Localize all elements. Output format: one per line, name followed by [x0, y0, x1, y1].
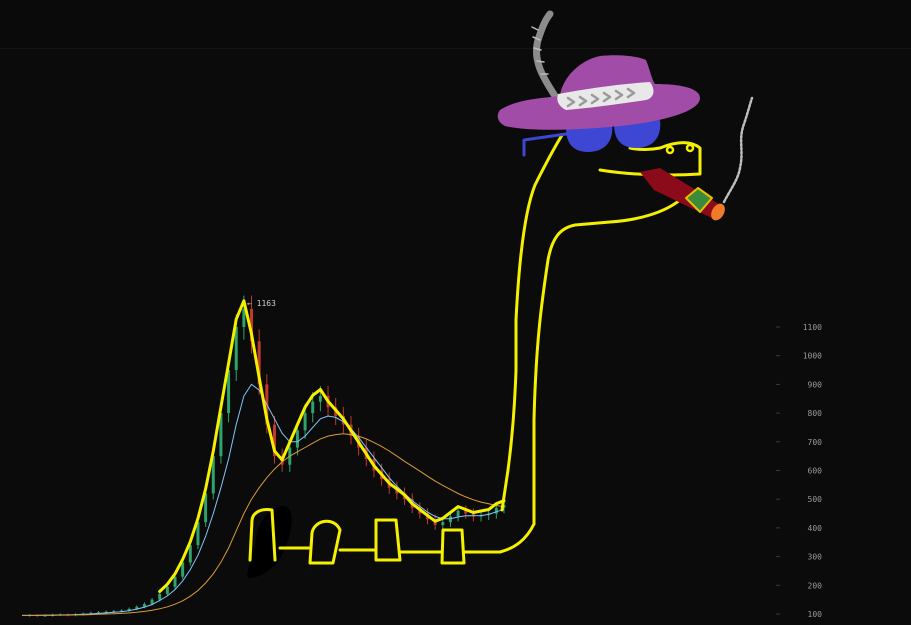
- candle-body: [494, 507, 498, 514]
- candle-body: [181, 562, 185, 577]
- dino-leg-icon: [440, 528, 466, 565]
- candle-body: [119, 610, 123, 612]
- candle-body: [250, 308, 254, 342]
- candle-body: [456, 510, 460, 517]
- candle-body: [311, 401, 315, 414]
- candle-body: [89, 612, 93, 614]
- y-tick-label: 900: [808, 380, 823, 389]
- y-tick-label: 500: [808, 495, 823, 504]
- y-tick-label: 300: [808, 553, 823, 562]
- candle-body: [165, 586, 169, 594]
- y-tick-label: 100: [808, 610, 823, 619]
- peak-label: ← 1163: [247, 299, 276, 308]
- candle-body: [303, 413, 307, 431]
- dino-neck-icon: [500, 133, 564, 512]
- candle-body: [295, 430, 299, 448]
- candle-body: [43, 615, 47, 617]
- candle-body: [318, 395, 322, 402]
- candle-body: [173, 576, 177, 587]
- feather-icon: [533, 10, 559, 100]
- hat-band-pattern-icon: [566, 87, 636, 108]
- candle-body: [227, 370, 231, 414]
- candle-body: [234, 327, 238, 371]
- ink-blob-icon: [247, 505, 292, 579]
- dino-belly-icon: [278, 522, 536, 554]
- candle-body: [257, 341, 261, 385]
- smoke-icon: [722, 96, 754, 204]
- candle-body: [188, 545, 192, 563]
- candle-body: [158, 593, 162, 600]
- dino-leg-icon: [374, 518, 402, 562]
- glasses-arm-icon: [522, 132, 568, 157]
- y-tick-label: 800: [808, 409, 823, 418]
- y-tick-label: 700: [808, 438, 823, 447]
- candle-body: [471, 513, 475, 517]
- peak-annotation: ← 1163: [247, 299, 276, 308]
- candle-body: [441, 522, 445, 526]
- candle-body: [112, 611, 116, 613]
- candle-body: [104, 611, 108, 613]
- candle-body: [219, 413, 223, 457]
- top-strip: [0, 0, 911, 49]
- moving-average-line: [22, 383, 505, 616]
- candle-body: [97, 612, 101, 614]
- y-tick-label: 1100: [803, 323, 822, 332]
- dino-leg-icon: [308, 519, 342, 565]
- y-tick-label: 1000: [803, 352, 822, 361]
- cigar-band-icon: [685, 187, 713, 213]
- candle-body: [127, 608, 131, 611]
- candle-body: [196, 522, 200, 546]
- dino-back-outline: [158, 299, 506, 593]
- candle-body: [204, 493, 208, 523]
- feather-barbs-icon: [531, 26, 549, 75]
- y-tick-label: 600: [808, 467, 823, 476]
- candle-body: [272, 424, 276, 457]
- moving-average-lines: [22, 299, 506, 616]
- y-axis: 100 200 300 400 500 600 700 800 900 1000 1100: [776, 323, 822, 619]
- candle-body: [142, 603, 146, 607]
- candle-body: [135, 606, 139, 609]
- candle-body: [211, 456, 215, 494]
- dino-nostril-icon: [685, 143, 695, 153]
- dino-neck-icon: [532, 198, 682, 526]
- moving-average-line: [22, 433, 505, 616]
- brontosaurus-doodle: [247, 10, 754, 579]
- dino-leg-icon: [248, 508, 277, 562]
- y-tick-label: 200: [808, 581, 823, 590]
- cigar-tip-icon: [711, 203, 725, 221]
- candle-body: [150, 599, 154, 604]
- candle-body: [448, 516, 452, 523]
- candle-body: [242, 308, 246, 327]
- candle-body: [464, 510, 468, 514]
- dino-nostril-icon: [665, 145, 675, 155]
- y-tick-label: 400: [808, 524, 823, 533]
